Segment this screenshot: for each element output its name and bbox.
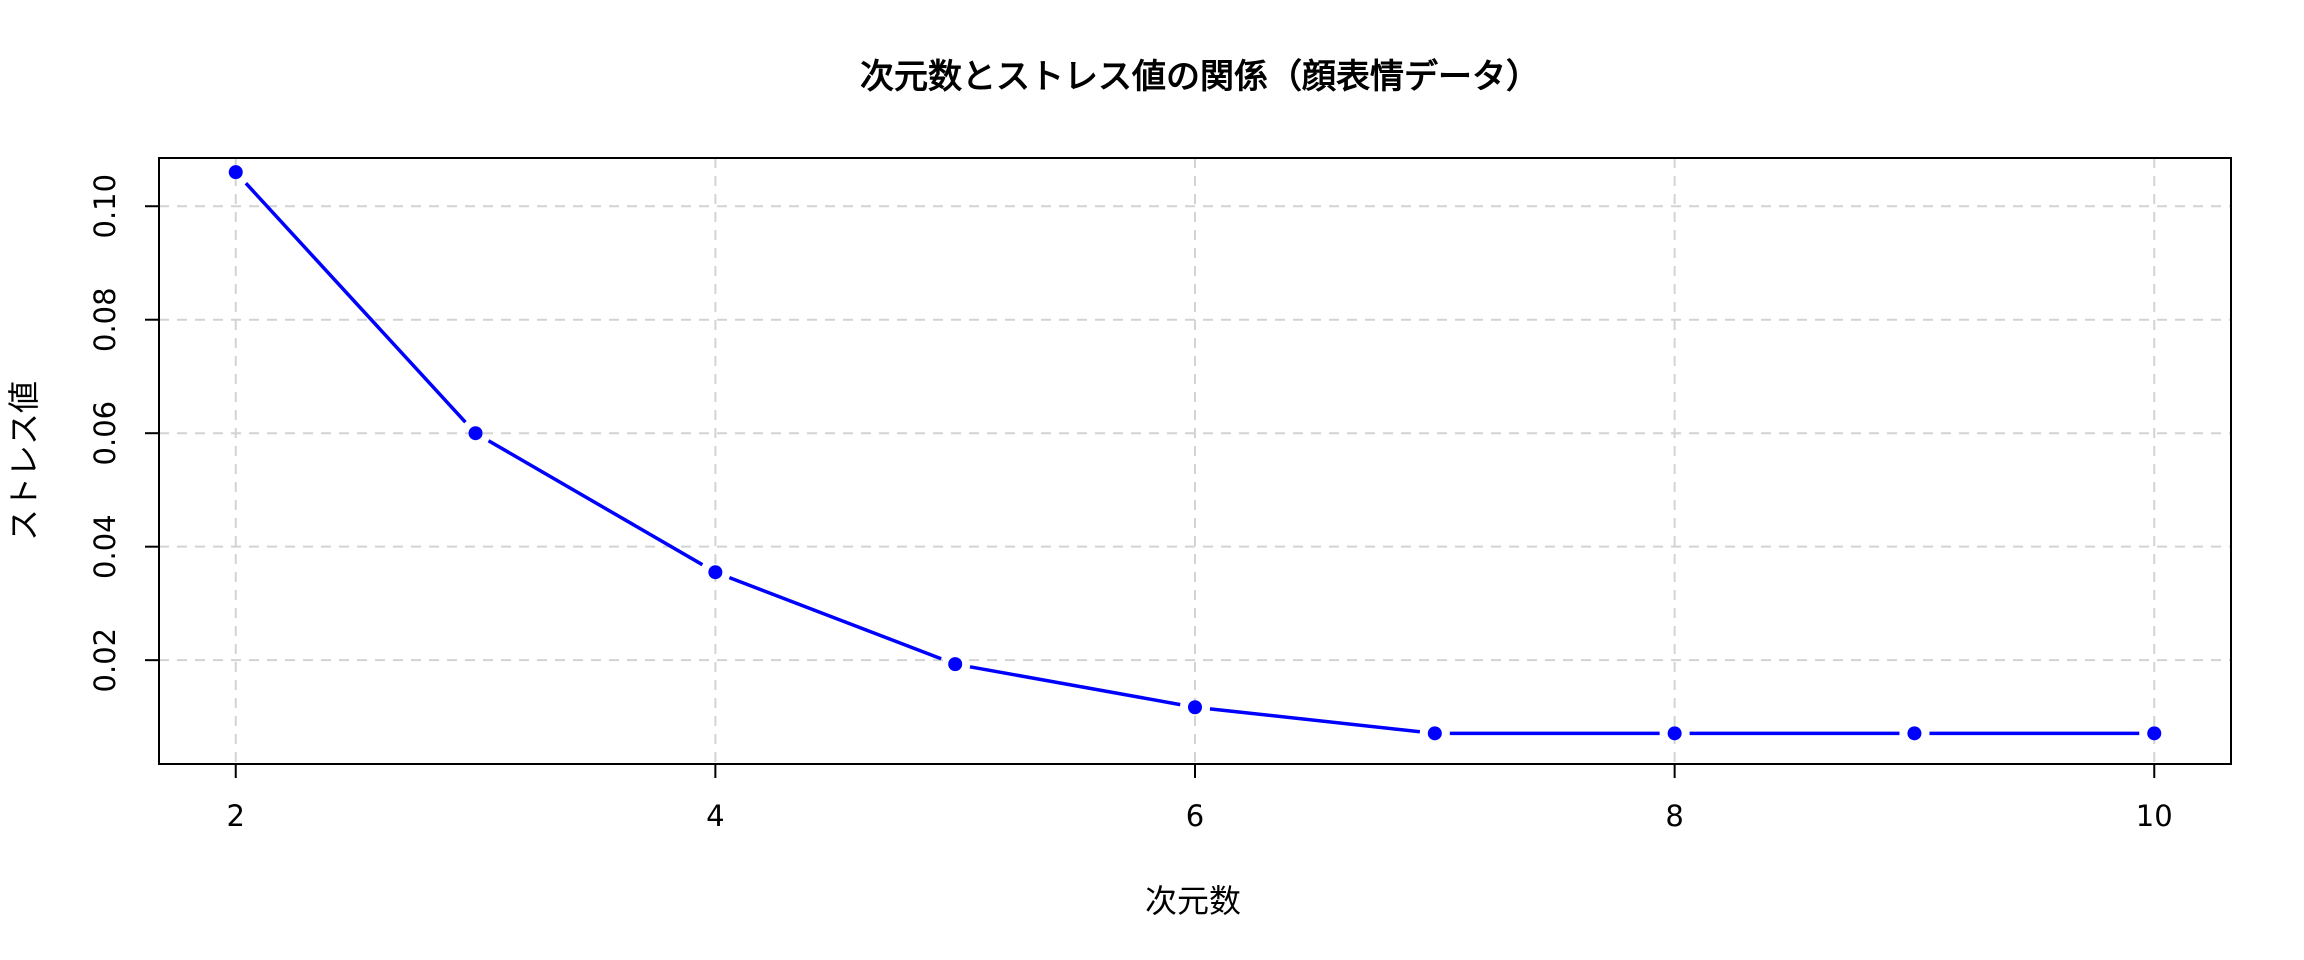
- x-axis-label: 次元数: [1145, 882, 1241, 920]
- x-tick-label: 2: [227, 799, 245, 833]
- series-segment: [728, 575, 942, 661]
- y-tick-label: 0.08: [88, 287, 122, 352]
- y-tick-label: 0.10: [88, 174, 122, 239]
- x-tick-label: 4: [706, 799, 724, 833]
- series-segment: [487, 439, 704, 567]
- data-point: [468, 426, 483, 441]
- axes: 2 4 6 8 10 0.02 0.04 0.06 0.08 0.10: [88, 174, 2173, 833]
- x-tick-label: 8: [1665, 799, 1683, 833]
- data-point: [708, 565, 723, 580]
- series-segment: [244, 182, 467, 424]
- y-tick-label: 0.04: [88, 514, 122, 579]
- series-points: [228, 165, 2162, 741]
- y-tick-label: 0.02: [88, 628, 122, 693]
- series-line: [244, 182, 2140, 736]
- x-tick-label: 10: [2136, 799, 2173, 833]
- data-point: [228, 165, 243, 180]
- x-tick-label: 6: [1186, 799, 1204, 833]
- data-point: [1907, 726, 1922, 741]
- data-point: [948, 657, 963, 672]
- y-axis-label: ストレス値: [5, 381, 43, 541]
- data-point: [1188, 700, 1202, 715]
- data-point: [1427, 726, 1442, 741]
- series-segment: [1209, 707, 1421, 734]
- data-point: [2147, 726, 2162, 741]
- series-segment: [969, 665, 1181, 707]
- plot-frame: [158, 157, 2232, 765]
- grid-lines: [159, 158, 2231, 764]
- y-tick-label: 0.06: [88, 401, 122, 466]
- chart-title: 次元数とストレス値の関係（顔表情データ）: [860, 57, 1540, 97]
- data-point: [1667, 726, 1682, 741]
